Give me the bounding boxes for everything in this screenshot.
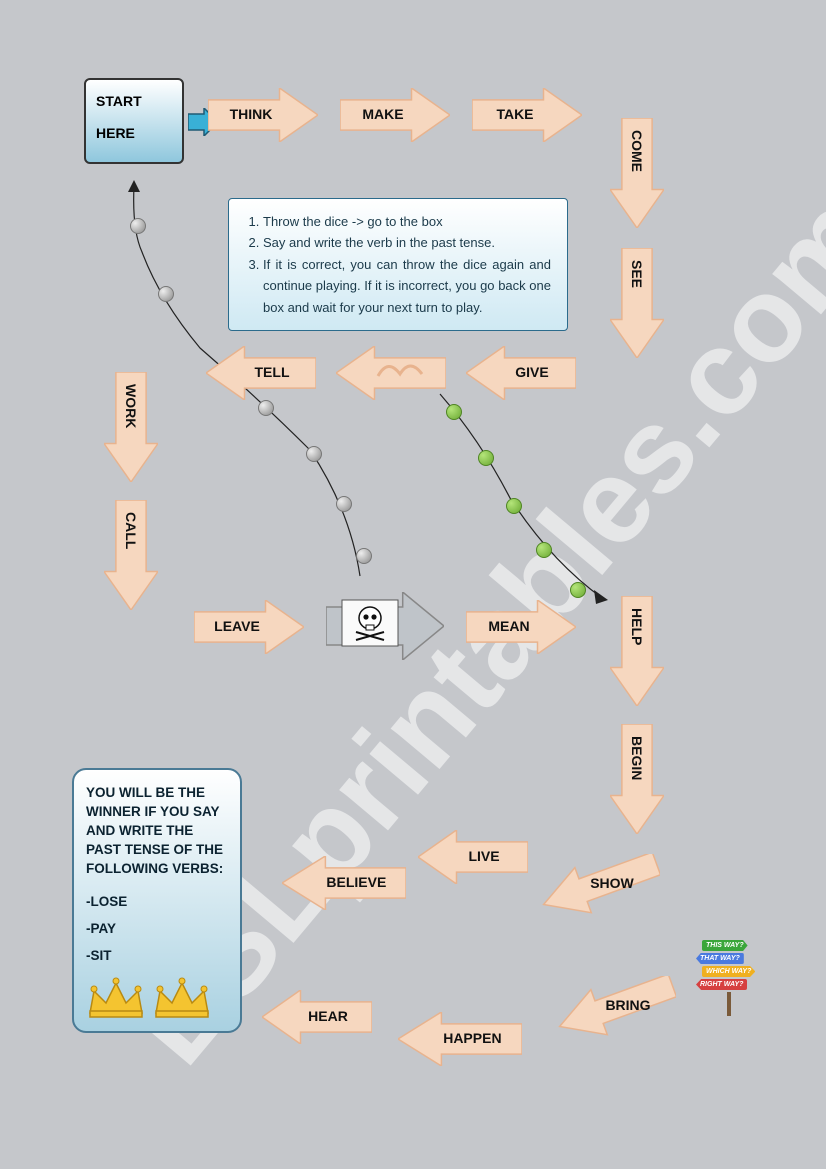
bead-gray [306, 446, 322, 462]
start-line1: START [96, 90, 172, 112]
sign-this-way: THIS WAY? [702, 940, 748, 951]
rules-box: Throw the dice -> go to the box Say and … [228, 198, 568, 331]
rule-3: If it is correct, you can throw the dice… [263, 254, 551, 318]
start-box: START HERE [84, 78, 184, 164]
signpost-pole [727, 992, 731, 1016]
arrow-label-show: SHOW [576, 875, 648, 891]
arrow-label-help: HELP [629, 608, 645, 645]
arrow-label-call: CALL [123, 512, 139, 549]
start-line2: HERE [96, 122, 172, 144]
winner-verbs: -LOSE -PAY -SIT [86, 888, 228, 969]
arrow-label-tell: TELL [239, 364, 305, 380]
arrow-label-see: SEE [629, 260, 645, 288]
arrow-label-leave: LEAVE [204, 618, 270, 634]
bead-green [536, 542, 552, 558]
bead-gray [336, 496, 352, 512]
arrow-label-live: LIVE [451, 848, 517, 864]
winner-verb-1: -LOSE [86, 888, 228, 915]
bead-gray [158, 286, 174, 302]
sign-that-way: THAT WAY? [696, 953, 744, 964]
crowns-row [86, 977, 228, 1021]
arrow-label-think: THINK [218, 106, 284, 122]
arrow-label-make: MAKE [350, 106, 416, 122]
bead-green [446, 404, 462, 420]
bead-gray [130, 218, 146, 234]
rule-2: Say and write the verb in the past tense… [263, 232, 551, 253]
arrow-label-work: WORK [123, 384, 139, 428]
winner-verb-3: -SIT [86, 942, 228, 969]
arrow-label-believe: BELIEVE [319, 874, 393, 890]
signpost: THIS WAY? THAT WAY? WHICH WAY? RIGHT WAY… [702, 940, 755, 1016]
bead-green [506, 498, 522, 514]
bead-gray [258, 400, 274, 416]
bead-green [570, 582, 586, 598]
arrow-label-bring: BRING [592, 997, 664, 1013]
arrow-label-happen: HAPPEN [435, 1030, 509, 1046]
arrow-label-begin: BEGIN [629, 736, 645, 780]
winner-heading: YOU WILL BE THE WINNER IF YOU SAY AND WR… [86, 784, 228, 878]
sign-right-way: RIGHT WAY? [696, 979, 747, 990]
winner-verb-2: -PAY [86, 915, 228, 942]
rule-1: Throw the dice -> go to the box [263, 211, 551, 232]
arrow-label-hear: HEAR [295, 1008, 361, 1024]
bird-icon [376, 356, 426, 389]
arrow-label-give: GIVE [499, 364, 565, 380]
arrow-label-mean: MEAN [476, 618, 542, 634]
skull-icon [340, 598, 404, 656]
arrow-label-come: COME [629, 130, 645, 172]
sign-which-way: WHICH WAY? [702, 966, 755, 977]
bead-gray [356, 548, 372, 564]
crown-icon [86, 977, 146, 1021]
arrow-label-take: TAKE [482, 106, 548, 122]
winner-box: YOU WILL BE THE WINNER IF YOU SAY AND WR… [72, 768, 242, 1033]
crown-icon [152, 977, 212, 1021]
bead-green [478, 450, 494, 466]
